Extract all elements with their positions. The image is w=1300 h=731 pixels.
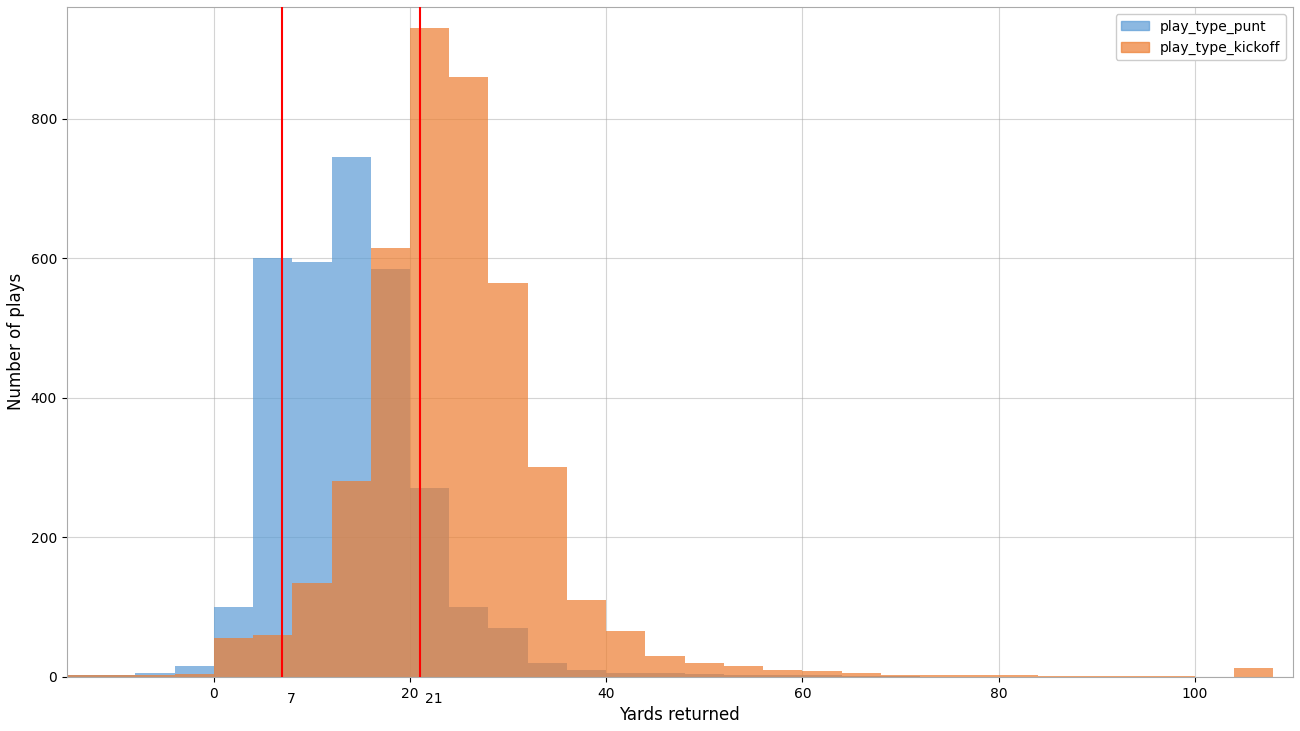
Bar [410,488,450,677]
Bar [802,671,841,677]
Bar [450,607,489,677]
Text: 7: 7 [287,692,296,706]
Bar [292,262,332,677]
Bar [763,670,802,677]
Bar [528,467,567,677]
Text: 21: 21 [425,692,442,706]
Bar [254,258,292,677]
Bar [57,675,96,677]
Bar [410,28,450,677]
Bar [646,656,685,677]
Bar [174,674,213,677]
Bar [135,673,174,677]
Bar [724,675,763,677]
Bar [528,663,567,677]
Bar [292,583,332,677]
Bar [724,667,763,677]
Bar [685,674,724,677]
Bar [763,675,802,677]
Bar [567,670,606,677]
Bar [213,638,254,677]
Bar [646,673,685,677]
Bar [567,600,606,677]
Legend: play_type_punt, play_type_kickoff: play_type_punt, play_type_kickoff [1115,14,1286,60]
Bar [998,675,1037,677]
Bar [802,675,841,677]
Bar [450,77,489,677]
Bar [920,675,959,677]
Bar [135,675,174,677]
Bar [96,675,135,677]
Bar [254,635,292,677]
Bar [1234,668,1274,677]
Bar [489,283,528,677]
Y-axis label: Number of plays: Number of plays [6,273,25,411]
Bar [606,632,646,677]
Bar [881,675,920,677]
Bar [213,607,254,677]
Bar [96,675,135,677]
Bar [57,675,96,677]
Bar [370,248,410,677]
Bar [174,667,213,677]
Bar [489,628,528,677]
X-axis label: Yards returned: Yards returned [620,706,740,724]
Bar [841,673,881,677]
Bar [332,482,370,677]
Bar [685,663,724,677]
Bar [606,673,646,677]
Bar [370,268,410,677]
Bar [332,157,370,677]
Bar [959,675,998,677]
